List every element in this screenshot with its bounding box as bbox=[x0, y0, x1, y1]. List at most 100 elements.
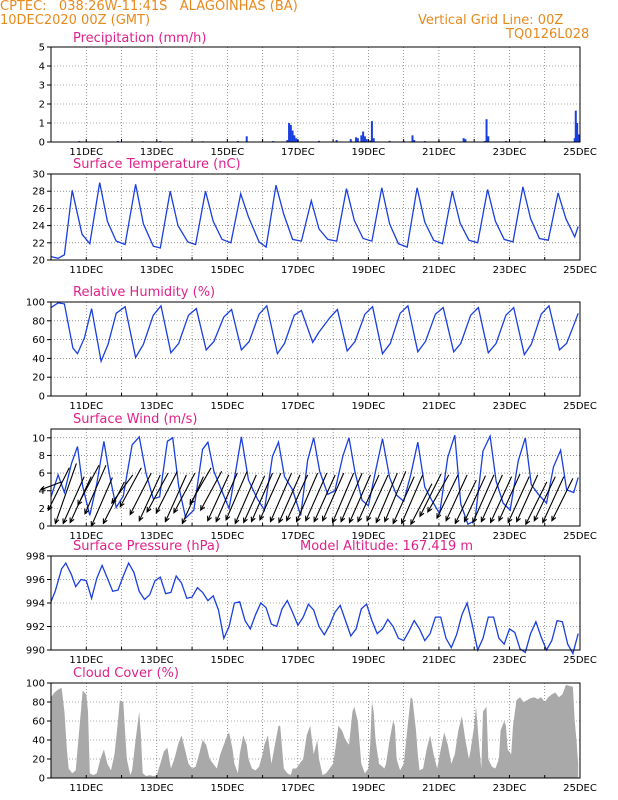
precip-bar bbox=[485, 119, 488, 142]
panel-title: Surface Wind (m/s) bbox=[73, 412, 197, 427]
wind-arrow bbox=[340, 472, 363, 523]
precip-bar bbox=[411, 135, 414, 142]
x-tick-label: 13DEC bbox=[140, 147, 174, 158]
x-tick-label: 19DEC bbox=[352, 147, 386, 158]
y-tick-label: 1 bbox=[39, 119, 45, 130]
x-tick-label: 21DEC bbox=[422, 783, 456, 794]
panel-1: 0 1 2 3 4 5 11DEC 13DEC 15DEC 17DEC 19DEC 21DEC 23DE… bbox=[39, 31, 597, 158]
x-tick-label: 23DEC bbox=[493, 783, 527, 794]
x-tick-label: 11DEC bbox=[69, 401, 103, 412]
x-tick-label: 17DEC bbox=[281, 147, 315, 158]
model-altitude-label: Model Altitude: 167.419 m bbox=[300, 539, 473, 554]
y-tick-label: 24 bbox=[32, 221, 45, 232]
y-tick-label: 5 bbox=[39, 43, 45, 54]
x-tick-label: 11DEC bbox=[69, 531, 103, 542]
precip-bar bbox=[289, 124, 292, 142]
wind-arrow bbox=[102, 481, 125, 525]
x-tick-label: 19DEC bbox=[352, 655, 386, 666]
panel-6: 0 20 40 60 80 100 11DEC 13DEC 15DEC 17DEC 19DEC 21D… bbox=[26, 666, 597, 794]
wind-arrow bbox=[427, 474, 450, 514]
wind-arrow bbox=[551, 478, 574, 522]
panel-title: Surface Pressure (hPa) bbox=[73, 539, 220, 554]
precip-bar bbox=[318, 140, 321, 142]
panel-title: Surface Temperature (nC) bbox=[73, 157, 241, 172]
wind-arrow bbox=[286, 474, 309, 522]
x-tick-label: 17DEC bbox=[281, 783, 315, 794]
wind-arrow bbox=[111, 474, 134, 505]
precip-bar bbox=[362, 131, 365, 142]
y-tick-label: 22 bbox=[32, 238, 45, 249]
header-grid-note: Vertical Grid Line: 00Z bbox=[418, 13, 564, 28]
wind-arrow bbox=[225, 471, 248, 521]
panel-5: 990 992 994 996 998 11DEC 13DEC 15DEC 17DEC 19DEC… bbox=[26, 539, 597, 666]
y-tick-label: 8 bbox=[39, 451, 45, 462]
x-tick-label: 25DEC bbox=[563, 783, 597, 794]
y-tick-label: 80 bbox=[32, 698, 45, 709]
precip-bar bbox=[363, 136, 366, 142]
wind-arrow bbox=[410, 483, 433, 526]
precip-bar bbox=[335, 140, 338, 142]
precip-bar bbox=[286, 140, 289, 142]
x-tick-label: 11DEC bbox=[69, 655, 103, 666]
x-tick-label: 15DEC bbox=[210, 147, 244, 158]
precip-bar bbox=[288, 123, 291, 142]
x-tick-label: 17DEC bbox=[281, 265, 315, 276]
panel-3: 0 20 40 60 80 100 11DEC 13DEC 15DEC 17DEC 19DEC 21D… bbox=[26, 285, 597, 412]
wind-arrow bbox=[295, 472, 319, 523]
wind-arrow bbox=[313, 474, 336, 523]
x-tick-label: 11DEC bbox=[69, 783, 103, 794]
panel-2: 20 22 24 26 28 30 11DEC 13DEC 15DEC 17DEC 19DEC 21D… bbox=[32, 157, 597, 276]
header-station: CPTEC: 038:26W-11:41S ALAGOINHAS (BA) bbox=[0, 0, 298, 14]
temperature-line bbox=[50, 182, 579, 259]
wind-arrow bbox=[419, 473, 442, 518]
precip-bar bbox=[370, 121, 373, 142]
panel-title: Precipitation (mm/h) bbox=[73, 31, 206, 46]
y-tick-label: 100 bbox=[26, 679, 45, 690]
y-tick-label: 0 bbox=[39, 392, 45, 403]
wind-arrow bbox=[62, 476, 85, 525]
wind-arrow bbox=[392, 476, 415, 525]
wind-arrow bbox=[525, 481, 548, 526]
precip-bar bbox=[576, 123, 579, 142]
wind-arrow bbox=[250, 472, 274, 523]
x-tick-label: 15DEC bbox=[210, 531, 244, 542]
y-tick-label: 2 bbox=[39, 100, 45, 111]
x-tick-label: 19DEC bbox=[352, 401, 386, 412]
x-tick-label: 13DEC bbox=[140, 265, 174, 276]
wind-arrow bbox=[507, 476, 530, 524]
panel-frame bbox=[50, 301, 581, 397]
wind-arrow bbox=[259, 472, 282, 521]
wind-arrow bbox=[119, 467, 142, 508]
panel-4: 0 2 4 6 8 10 11DEC 13DEC 15DEC 17DEC 19DEC 21DEC 23D… bbox=[32, 412, 597, 542]
x-tick-label: 21DEC bbox=[422, 531, 456, 542]
wind-arrow bbox=[269, 472, 293, 523]
x-tick-label: 21DEC bbox=[422, 655, 456, 666]
y-tick-label: 26 bbox=[32, 204, 45, 215]
wind-arrow bbox=[164, 474, 187, 523]
cloud-cover-area bbox=[51, 684, 579, 778]
precip-bar bbox=[360, 135, 363, 142]
x-tick-label: 13DEC bbox=[140, 655, 174, 666]
pressure-line bbox=[50, 561, 579, 656]
y-tick-label: 30 bbox=[32, 170, 45, 181]
wind-arrow bbox=[173, 472, 196, 514]
x-tick-label: 21DEC bbox=[422, 265, 456, 276]
wind-speed-line bbox=[50, 433, 579, 526]
precip-bar bbox=[369, 140, 372, 142]
wind-arrow bbox=[278, 474, 301, 524]
wind-arrow bbox=[84, 464, 107, 515]
wind-arrow bbox=[489, 476, 513, 524]
precip-bar bbox=[388, 140, 391, 142]
y-tick-label: 0 bbox=[39, 138, 45, 149]
x-tick-label: 25DEC bbox=[563, 655, 597, 666]
x-tick-label: 23DEC bbox=[493, 531, 527, 542]
x-tick-label: 11DEC bbox=[69, 265, 103, 276]
precip-bar bbox=[577, 134, 580, 142]
wind-arrow bbox=[383, 471, 407, 523]
x-tick-label: 17DEC bbox=[281, 655, 315, 666]
panel-title: Cloud Cover (%) bbox=[73, 666, 179, 681]
x-tick-label: 21DEC bbox=[422, 401, 456, 412]
x-tick-label: 17DEC bbox=[281, 531, 315, 542]
panel-title: Relative Humidity (%) bbox=[73, 285, 215, 300]
